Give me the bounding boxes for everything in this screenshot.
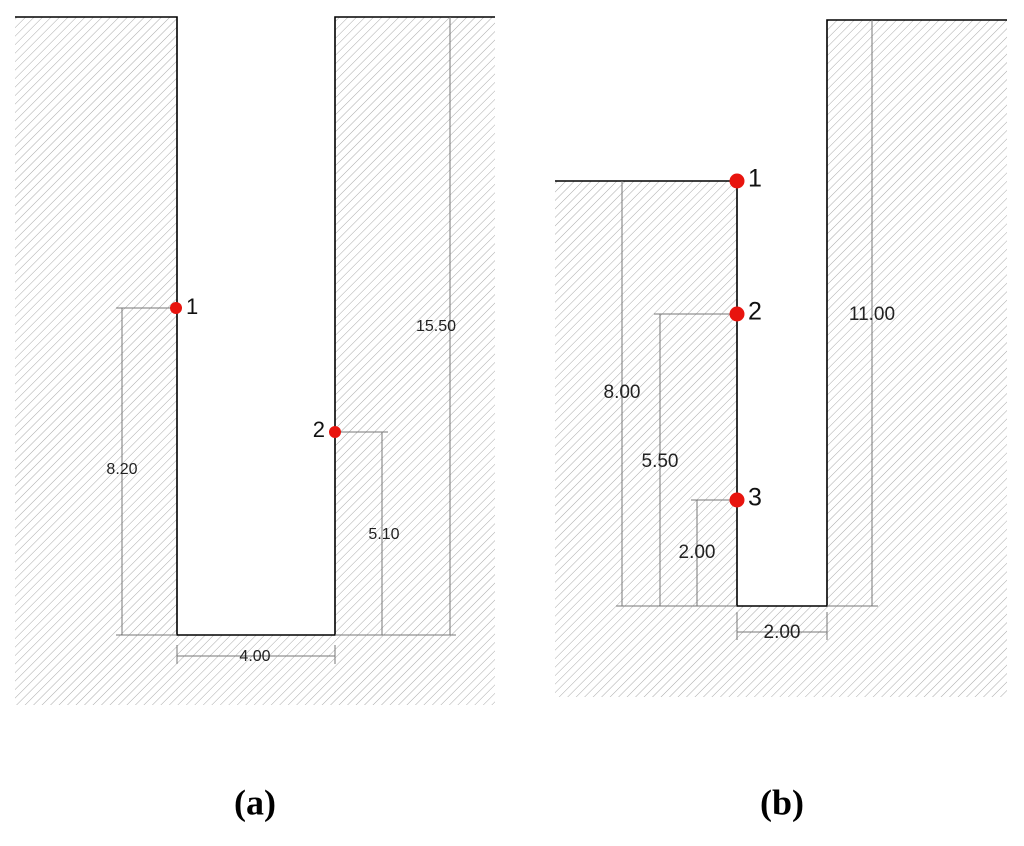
- panel-b: 8.00 5.50 2.00 11.00 2.00 1 2 3 (b): [555, 19, 1007, 822]
- measure-point: [170, 302, 182, 314]
- dimension-line: [827, 20, 878, 607]
- dimension-line: [691, 499, 737, 606]
- panel-label: (b): [760, 782, 804, 822]
- panel-label: (a): [234, 782, 276, 822]
- dimension-label: 8.20: [106, 461, 137, 478]
- measure-point: [329, 426, 341, 438]
- point-label: 1: [748, 165, 762, 193]
- trench-outline: [15, 16, 495, 636]
- dimension-label: 4.00: [239, 648, 270, 665]
- point-label: 2: [748, 298, 762, 326]
- dimension-label: 2.00: [764, 622, 801, 643]
- dimension-line: [176, 645, 336, 664]
- dimension-line: [736, 612, 828, 640]
- trench-outline: [555, 19, 1007, 607]
- soil-hatch: [555, 20, 1007, 697]
- dimension-label: 5.10: [368, 526, 399, 543]
- dimension-line: [335, 431, 388, 635]
- dimension-label: 2.00: [679, 542, 716, 563]
- dimension-line: [616, 181, 737, 607]
- point-label: 3: [748, 484, 762, 512]
- dimension-label: 15.50: [416, 318, 456, 335]
- dimension-line: [116, 307, 177, 636]
- measure-point: [729, 306, 745, 322]
- point-label: 1: [186, 294, 198, 319]
- dimension-label: 5.50: [642, 451, 679, 472]
- dimension-line: [335, 17, 456, 636]
- measure-point: [729, 492, 745, 508]
- point-label: 2: [313, 417, 325, 442]
- dimension-label: 8.00: [604, 382, 641, 403]
- soil-hatch: [15, 17, 495, 705]
- dimension-label: 11.00: [849, 304, 895, 325]
- measure-point: [729, 173, 745, 189]
- panel-a: 8.20 15.50 5.10 4.00 1 2 (a): [15, 16, 495, 822]
- dimension-line: [654, 313, 737, 606]
